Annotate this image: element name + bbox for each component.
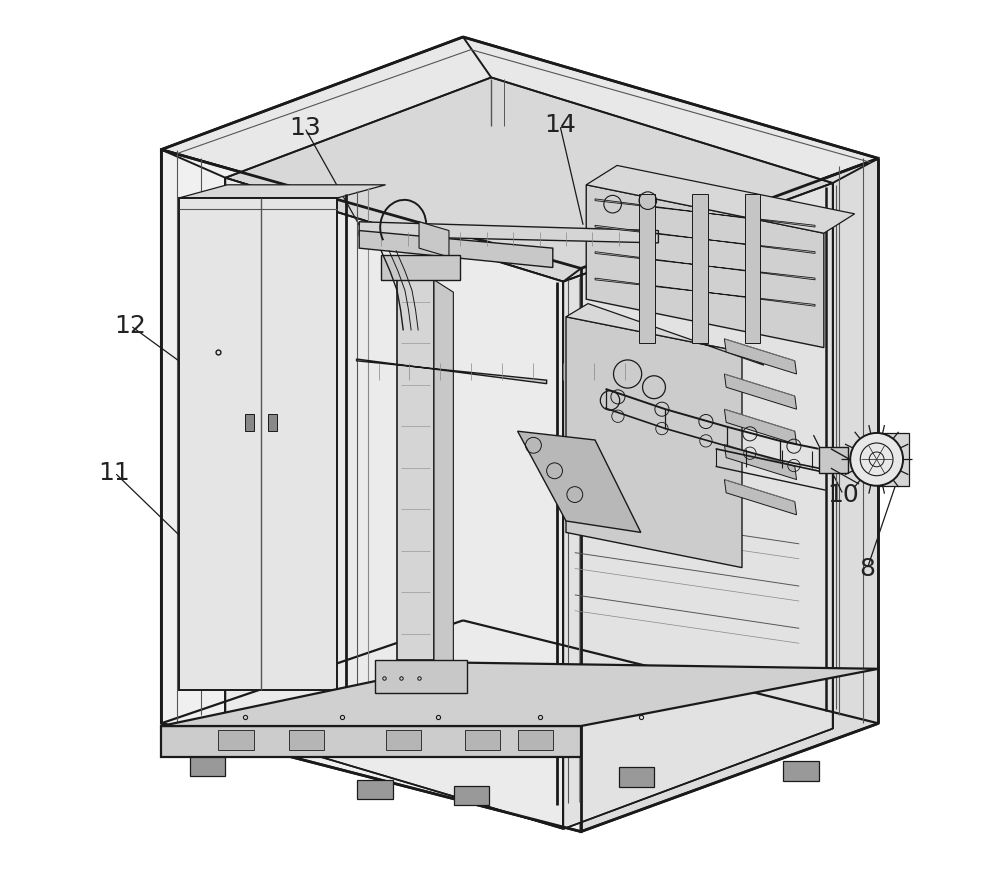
Polygon shape (724, 444, 797, 480)
Polygon shape (454, 786, 489, 805)
Text: 12: 12 (114, 313, 146, 338)
Polygon shape (397, 280, 434, 660)
Polygon shape (595, 252, 815, 280)
Text: 14: 14 (544, 113, 576, 137)
Polygon shape (724, 339, 797, 374)
Polygon shape (434, 280, 453, 672)
Polygon shape (586, 165, 855, 233)
Polygon shape (268, 414, 277, 431)
Polygon shape (225, 178, 563, 829)
Polygon shape (465, 730, 500, 750)
Polygon shape (386, 730, 421, 750)
Polygon shape (783, 761, 819, 781)
Polygon shape (586, 185, 824, 348)
Polygon shape (724, 374, 797, 409)
Polygon shape (724, 409, 797, 444)
Polygon shape (692, 194, 708, 343)
Polygon shape (179, 185, 386, 198)
Polygon shape (581, 158, 878, 832)
Circle shape (850, 433, 903, 486)
Polygon shape (218, 730, 254, 750)
Polygon shape (190, 757, 225, 776)
Polygon shape (161, 37, 878, 268)
Polygon shape (357, 780, 393, 799)
Polygon shape (161, 726, 581, 757)
Polygon shape (357, 359, 547, 384)
Polygon shape (359, 231, 553, 268)
Polygon shape (161, 150, 581, 832)
Polygon shape (745, 194, 760, 343)
Polygon shape (566, 317, 742, 568)
Text: 10: 10 (827, 482, 859, 507)
Polygon shape (566, 304, 764, 365)
Polygon shape (161, 663, 878, 726)
Polygon shape (289, 730, 324, 750)
Polygon shape (724, 480, 797, 515)
Polygon shape (619, 767, 654, 787)
Polygon shape (639, 194, 655, 343)
Polygon shape (518, 730, 553, 750)
Polygon shape (225, 77, 833, 282)
Polygon shape (595, 199, 815, 227)
Polygon shape (518, 431, 641, 532)
Polygon shape (595, 225, 815, 253)
Polygon shape (419, 222, 449, 257)
Polygon shape (877, 433, 909, 486)
Polygon shape (563, 183, 833, 829)
Polygon shape (359, 222, 658, 243)
Text: 11: 11 (99, 460, 130, 485)
Polygon shape (595, 278, 815, 306)
Text: 13: 13 (289, 115, 321, 140)
Polygon shape (375, 660, 467, 693)
Polygon shape (819, 447, 848, 473)
Polygon shape (245, 414, 254, 431)
Text: 8: 8 (859, 557, 875, 582)
Polygon shape (381, 255, 460, 280)
Polygon shape (179, 198, 337, 690)
